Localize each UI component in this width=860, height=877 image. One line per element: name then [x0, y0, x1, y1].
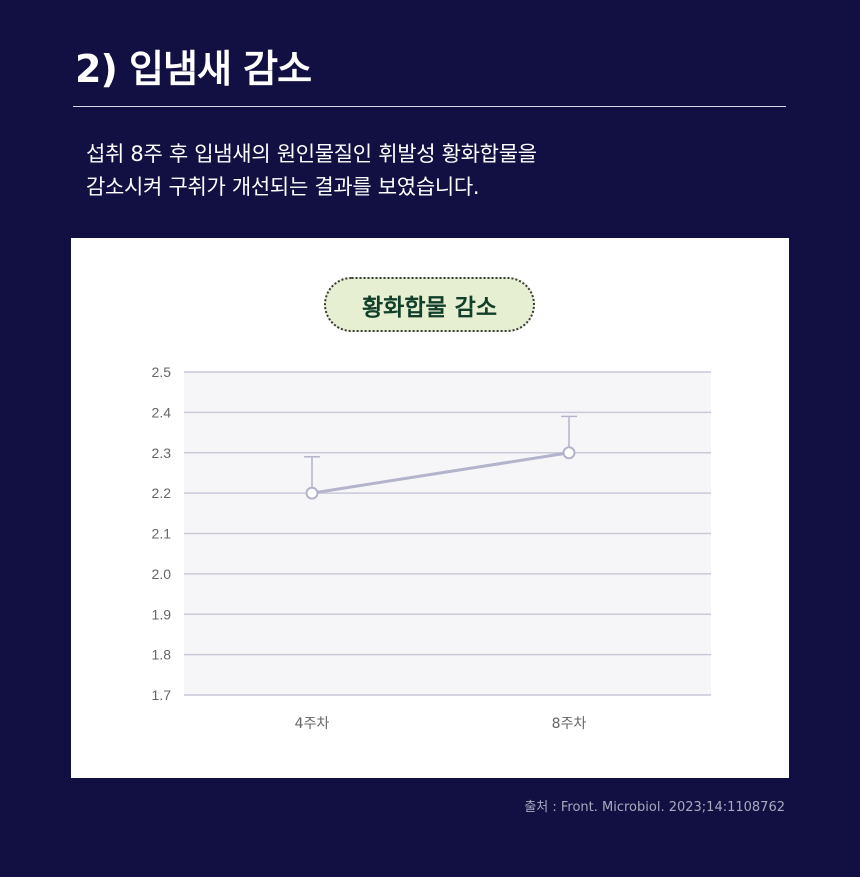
y-tick-label: 2.3	[152, 445, 172, 461]
y-tick-label: 1.7	[152, 687, 172, 703]
y-tick-label: 2.1	[152, 526, 172, 542]
description-line-2: 감소시켜 구취가 개선되는 결과를 보였습니다.	[86, 175, 480, 199]
y-tick-label: 2.0	[152, 566, 172, 582]
source-citation: 출처 : Front. Microbiol. 2023;14:1108762	[524, 800, 785, 815]
x-tick-label: 8주차	[552, 716, 587, 732]
data-point	[305, 486, 319, 500]
x-tick-label: 4주차	[295, 716, 330, 732]
title-divider	[73, 106, 786, 107]
description: 섭취 8주 후 입냄새의 원인물질인 휘발성 황화합물을 감소시켜 구취가 개선…	[86, 138, 786, 204]
data-point	[562, 446, 576, 460]
chart-card: 황화합물 감소 2.5 2.4 2.3 2.2 2.1 2.0 1.9 1.8 1.7 4주차 8주…	[71, 238, 789, 778]
page-title: 2) 입냄새 감소	[75, 47, 312, 91]
chart-title: 황화합물 감소	[324, 277, 535, 332]
series-line	[311, 451, 570, 495]
y-tick-label: 1.9	[152, 606, 172, 622]
y-tick-label: 1.8	[152, 647, 172, 663]
line-chart: 2.5 2.4 2.3 2.2 2.1 2.0 1.9 1.8 1.7 4주차 8주차	[152, 364, 711, 732]
y-tick-label: 2.5	[152, 364, 172, 380]
y-tick-label: 2.4	[152, 404, 172, 420]
description-line-1: 섭취 8주 후 입냄새의 원인물질인 휘발성 황화합물을	[86, 142, 537, 166]
y-tick-label: 2.2	[152, 485, 172, 501]
